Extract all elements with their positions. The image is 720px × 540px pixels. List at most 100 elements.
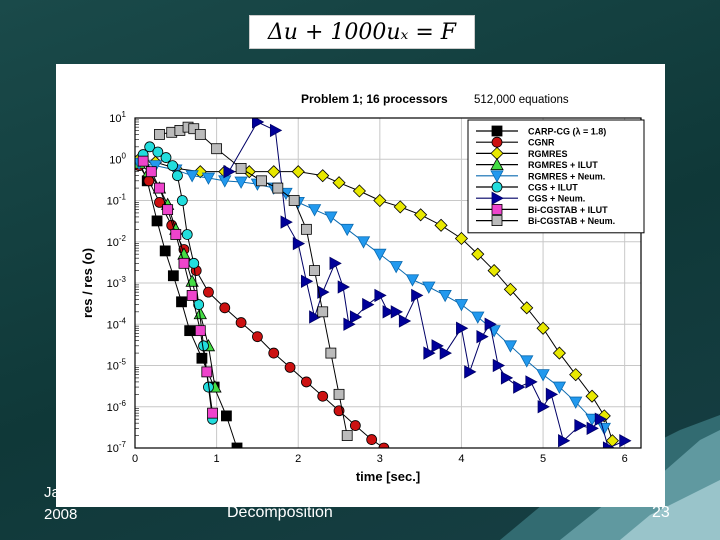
legend-label: CGS + ILUT — [528, 183, 578, 193]
legend-marker — [490, 157, 504, 170]
data-point — [431, 339, 444, 353]
data-point — [422, 281, 436, 294]
series-line — [138, 165, 385, 448]
legend-label: RGMRES + Neum. — [528, 171, 605, 181]
data-point — [471, 311, 485, 324]
legend-label: Bi-CGSTAB + Neum. — [528, 216, 615, 226]
data-point — [235, 317, 247, 328]
legend-marker — [490, 170, 504, 183]
data-point — [558, 434, 571, 448]
data-point — [307, 204, 322, 217]
data-point — [272, 182, 284, 194]
data-point — [329, 256, 342, 270]
data-point — [309, 310, 322, 324]
data-point — [193, 299, 205, 310]
data-point — [597, 422, 611, 436]
data-point — [184, 325, 196, 337]
data-point — [389, 261, 403, 274]
data-point — [405, 274, 420, 287]
x-tick-label: 0 — [132, 453, 138, 465]
y-tick-label: 10-3 — [107, 275, 127, 290]
data-point — [151, 215, 163, 227]
equation-text: Δu + 1000uₓ = F — [267, 19, 457, 45]
data-point — [256, 175, 267, 187]
data-point — [203, 286, 214, 298]
data-point — [362, 297, 375, 312]
footer-date-line2: 2008 — [44, 506, 78, 523]
data-point — [148, 160, 163, 173]
data-point — [162, 204, 174, 216]
legend-label: CGNR — [528, 138, 555, 148]
data-point — [552, 346, 566, 360]
data-point — [585, 389, 599, 403]
data-point — [317, 285, 330, 299]
y-tick-labels: 101 100 10-1 10-2 10-3 10-4 10-5 10-6 10-7 — [107, 110, 127, 455]
data-point — [176, 195, 188, 206]
data-point — [471, 247, 485, 261]
y-tick-label: 101 — [109, 110, 126, 125]
data-point — [456, 321, 469, 335]
data-point — [194, 325, 206, 337]
data-point — [317, 390, 329, 402]
data-point — [332, 176, 346, 190]
data-point — [454, 299, 469, 312]
data-point — [137, 155, 149, 167]
data-point — [503, 282, 517, 296]
data-point — [316, 169, 330, 183]
data-point — [464, 365, 477, 379]
data-point — [201, 366, 213, 378]
y-tick-label: 10-4 — [107, 316, 127, 331]
data-point — [300, 274, 314, 288]
data-point — [324, 211, 338, 224]
data-point — [434, 218, 448, 232]
y-tick-label: 10-1 — [107, 193, 127, 208]
data-point — [154, 182, 165, 194]
x-tick-label: 2 — [295, 453, 301, 465]
data-point — [211, 143, 223, 155]
data-point — [602, 441, 616, 448]
data-point — [300, 223, 312, 235]
legend-label: CARP-CG (λ = 1.8) — [528, 127, 606, 137]
data-point — [207, 407, 218, 419]
data-point — [552, 381, 567, 394]
data-point — [201, 172, 216, 185]
data-point — [454, 231, 469, 246]
data-point — [349, 310, 363, 324]
x-tick-label: 1 — [214, 453, 220, 465]
x-tick-label: 4 — [458, 453, 464, 465]
data-point — [382, 305, 395, 319]
data-point — [438, 290, 452, 303]
data-point — [574, 418, 587, 433]
data-point — [537, 400, 550, 414]
data-point — [252, 331, 263, 343]
data-point — [390, 305, 403, 319]
x-tick-label: 6 — [622, 453, 628, 465]
data-point — [284, 361, 296, 373]
data-point — [178, 257, 190, 269]
chart-title: Problem 1; 16 processors — [301, 92, 448, 106]
data-point — [545, 387, 559, 402]
data-point — [144, 141, 156, 153]
x-tick-labels: 0 1 2 3 4 5 6 — [132, 453, 628, 465]
data-point — [145, 166, 157, 178]
y-axis-label: res / res (o) — [80, 248, 95, 318]
data-point — [349, 420, 361, 431]
legend-label: RGMRES — [528, 149, 568, 159]
chart-subtitle: 512,000 equations — [474, 94, 569, 106]
data-point — [619, 434, 632, 448]
data-point — [196, 352, 208, 364]
series-8 — [137, 155, 218, 419]
data-point — [170, 229, 182, 240]
series-layer — [135, 118, 632, 448]
data-point — [154, 129, 165, 140]
data-point — [234, 176, 248, 189]
data-point — [269, 123, 283, 138]
data-point — [525, 375, 538, 389]
data-point — [267, 165, 281, 179]
data-point — [374, 288, 387, 303]
data-point — [235, 163, 247, 174]
data-point — [188, 257, 200, 269]
legend-marker — [491, 181, 503, 193]
